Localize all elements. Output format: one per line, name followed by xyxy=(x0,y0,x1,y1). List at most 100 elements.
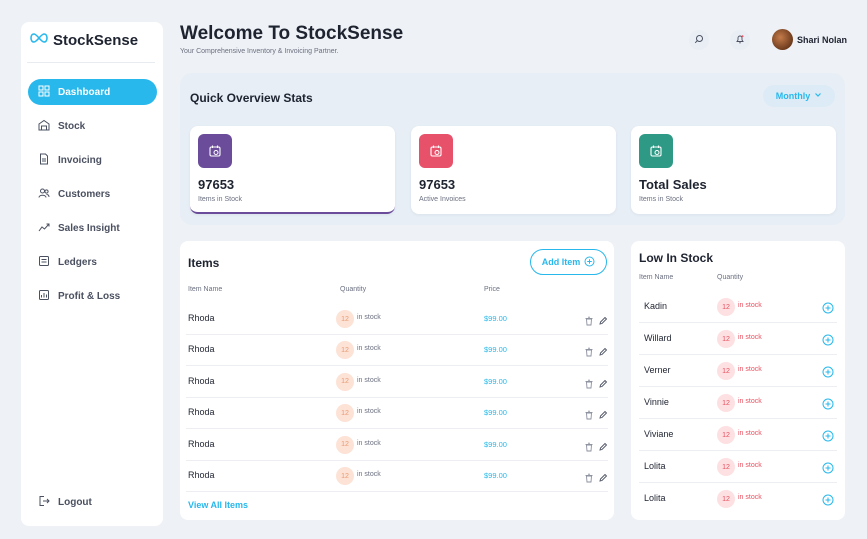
trash-icon[interactable] xyxy=(584,470,594,483)
item-name: Lolita xyxy=(644,461,666,471)
overview-section: Quick Overview Stats Monthly 97653 Items… xyxy=(180,73,845,225)
stat-card-total-sales[interactable]: Total Sales Items in Stock xyxy=(631,126,836,214)
sidebar-item-profit-loss[interactable]: Profit & Loss xyxy=(28,283,157,309)
list-item[interactable]: Lolita 12 in stock xyxy=(639,484,837,515)
low-stock-panel: Low In Stock Item Name Quantity Kadin 12 i… xyxy=(631,241,845,520)
edit-icon[interactable] xyxy=(598,344,608,357)
page-subtitle: Your Comprehensive Inventory & Invoicing… xyxy=(180,48,339,55)
calendar-icon xyxy=(198,134,232,168)
brand[interactable]: StockSense xyxy=(29,31,138,49)
edit-icon[interactable] xyxy=(598,313,608,325)
page-title: Welcome To StockSense xyxy=(180,23,404,44)
list-item[interactable]: Lolita 12 in stock xyxy=(639,452,837,483)
item-price: $99.00 xyxy=(484,345,507,355)
plus-circle-icon[interactable] xyxy=(822,429,834,442)
quantity-badge: 12 xyxy=(717,490,735,508)
logout-label: Logout xyxy=(58,497,92,508)
edit-icon[interactable] xyxy=(598,376,608,388)
trash-icon[interactable] xyxy=(584,439,594,452)
sidebar-item-sales-insight[interactable]: Sales Insight xyxy=(28,215,157,241)
plus-circle-icon[interactable] xyxy=(822,365,834,378)
trash-icon[interactable] xyxy=(584,407,594,420)
search-icon xyxy=(694,31,704,49)
calendar-icon xyxy=(419,134,453,168)
period-dropdown[interactable]: Monthly xyxy=(763,85,835,107)
list-item[interactable]: Willard 12 in stock xyxy=(639,324,837,355)
plus-circle-icon[interactable] xyxy=(822,397,834,410)
stat-label: Items in Stock xyxy=(198,196,242,203)
stock-label: in stock xyxy=(357,439,381,447)
column-header-quantity: Quantity xyxy=(717,274,744,281)
bell-icon xyxy=(735,31,745,49)
list-item[interactable]: Verner 12 in stock xyxy=(639,356,837,387)
item-name: Viviane xyxy=(644,429,674,439)
sidebar-item-customers[interactable]: Customers xyxy=(28,181,157,207)
quantity-badge: 12 xyxy=(717,362,735,380)
trash-icon[interactable] xyxy=(584,376,594,389)
sidebar-item-label: Profit & Loss xyxy=(58,290,121,302)
quantity-badge: 12 xyxy=(336,310,354,328)
table-row[interactable]: Rhoda 12 in stock $99.00 xyxy=(186,461,608,492)
user-name: Shari Nolan xyxy=(797,34,848,45)
table-row[interactable]: Rhoda 12 in stock $99.00 xyxy=(186,367,608,398)
table-row[interactable]: Rhoda 12 in stock $99.00 xyxy=(186,398,608,430)
edit-icon[interactable] xyxy=(598,470,608,482)
stat-label: Items in Stock xyxy=(639,196,683,203)
sidebar-item-label: Dashboard xyxy=(58,86,111,98)
sidebar: StockSense Dashboard Stock Invoicing Cu xyxy=(21,22,163,526)
calendar-icon xyxy=(639,134,673,168)
list-item[interactable]: Viviane 12 in stock xyxy=(639,420,837,451)
divider xyxy=(27,62,155,63)
quantity-badge: 12 xyxy=(336,404,354,423)
item-name: Rhoda xyxy=(188,407,215,418)
plus-circle-icon[interactable] xyxy=(822,461,834,474)
stat-value: Total Sales xyxy=(639,177,707,192)
logout-button[interactable]: Logout xyxy=(38,495,92,510)
sidebar-item-invoicing[interactable]: Invoicing xyxy=(28,147,157,173)
sidebar-item-dashboard[interactable]: Dashboard xyxy=(28,79,157,105)
item-name: Kadin xyxy=(644,301,668,311)
item-name: Rhoda xyxy=(188,313,215,323)
trash-icon[interactable] xyxy=(584,344,594,357)
stock-label: in stock xyxy=(738,430,762,437)
quantity-badge: 12 xyxy=(717,298,735,316)
table-row[interactable]: Rhoda 12 in stock $99.00 xyxy=(186,430,608,461)
user-menu[interactable]: Shari Nolan xyxy=(772,29,847,50)
edit-icon[interactable] xyxy=(598,439,608,451)
item-name: Rhoda xyxy=(188,344,215,355)
sidebar-item-label: Sales Insight xyxy=(58,222,120,234)
search-button[interactable] xyxy=(689,30,709,50)
notifications-button[interactable] xyxy=(730,30,750,50)
item-name: Rhoda xyxy=(188,375,215,386)
add-item-label: Add Item xyxy=(541,257,581,267)
item-name: Willard xyxy=(644,333,672,343)
column-header-price: Price xyxy=(484,286,500,293)
overview-title: Quick Overview Stats xyxy=(190,91,313,105)
stock-label: in stock xyxy=(357,314,381,321)
stat-card-items-in-stock[interactable]: 97653 Items in Stock xyxy=(190,126,395,214)
table-row[interactable]: Rhoda 12 in stock $99.00 xyxy=(186,335,608,367)
stock-label: in stock xyxy=(738,366,762,373)
add-item-button[interactable]: Add Item xyxy=(530,249,607,275)
stat-card-active-invoices[interactable]: 97653 Active Invoices xyxy=(411,126,616,214)
plus-circle-icon[interactable] xyxy=(822,333,834,346)
trash-icon[interactable] xyxy=(584,313,594,326)
table-row[interactable]: Rhoda 12 in stock $99.00 xyxy=(186,304,608,335)
item-price: $99.00 xyxy=(484,439,507,449)
list-item[interactable]: Vinnie 12 in stock xyxy=(639,388,837,419)
quantity-badge: 12 xyxy=(336,435,354,454)
plus-circle-icon[interactable] xyxy=(822,301,834,314)
list-item[interactable]: Kadin 12 in stock xyxy=(639,292,837,323)
plus-circle-icon[interactable] xyxy=(822,493,834,506)
report-icon xyxy=(38,289,50,304)
stock-label: in stock xyxy=(738,462,762,469)
edit-icon[interactable] xyxy=(598,407,608,419)
sidebar-item-ledgers[interactable]: Ledgers xyxy=(28,249,157,275)
column-header-name: Item Name xyxy=(188,286,223,293)
stock-label: in stock xyxy=(357,471,381,478)
sidebar-item-stock[interactable]: Stock xyxy=(28,113,157,139)
quantity-badge: 12 xyxy=(717,330,735,348)
item-name: Rhoda xyxy=(188,438,215,449)
item-price: $99.00 xyxy=(484,314,507,323)
view-all-items-link[interactable]: View All Items xyxy=(188,500,249,510)
